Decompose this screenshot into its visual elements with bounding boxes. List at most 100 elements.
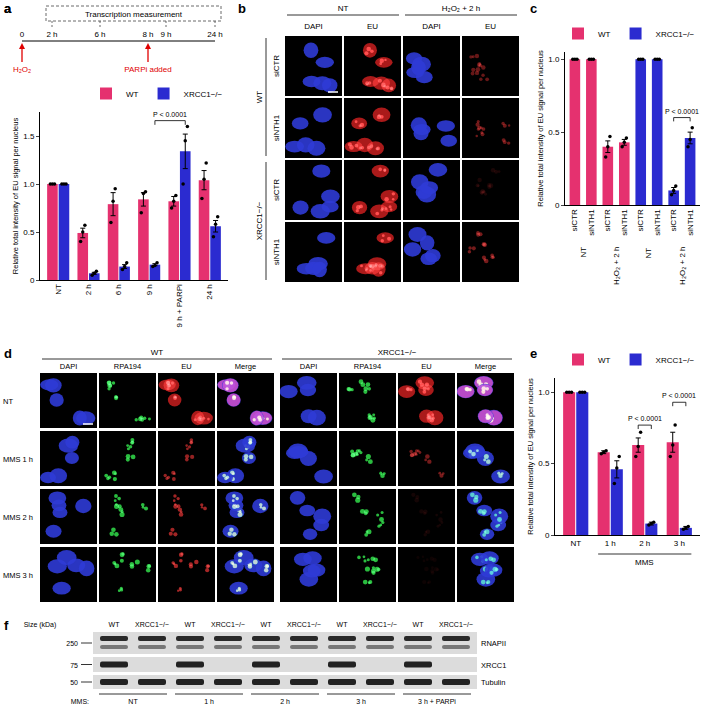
svg-text:1.5: 1.5 [23, 132, 35, 141]
svg-text:24 h: 24 h [207, 30, 223, 39]
svg-text:WT: WT [185, 621, 197, 628]
svg-text:WT: WT [261, 621, 273, 628]
svg-text:0: 0 [30, 276, 35, 285]
svg-text:Merge: Merge [475, 362, 496, 371]
svg-text:NT: NT [128, 698, 138, 705]
svg-text:a: a [4, 1, 12, 16]
svg-text:9 h + PARPi: 9 h + PARPi [175, 284, 184, 327]
svg-text:siNTH1: siNTH1 [686, 209, 695, 236]
svg-text:WT: WT [413, 621, 425, 628]
svg-text:H₂O₂: H₂O₂ [13, 65, 31, 74]
svg-text:P < 0.0001: P < 0.0001 [662, 392, 696, 399]
svg-text:H₂O₂ + 2 h: H₂O₂ + 2 h [442, 4, 480, 13]
svg-text:0.5: 0.5 [538, 459, 550, 468]
svg-text:NT: NT [338, 4, 349, 13]
svg-text:0.5: 0.5 [548, 128, 560, 137]
svg-text:b: b [238, 1, 246, 16]
svg-text:XRCC1−/−: XRCC1−/− [287, 621, 321, 628]
svg-text:XRCC1−/−: XRCC1−/− [656, 30, 695, 39]
svg-text:2 h: 2 h [280, 698, 290, 705]
svg-text:3 h + PARPi: 3 h + PARPi [418, 698, 456, 705]
svg-text:XRCC1−/−: XRCC1−/− [211, 621, 245, 628]
svg-text:9 h: 9 h [145, 284, 154, 295]
svg-text:H₂O₂ + 2 h: H₂O₂ + 2 h [678, 246, 687, 284]
svg-text:XRCC1−/−: XRCC1−/− [135, 621, 169, 628]
svg-text:Relative total intensity of EU: Relative total intensity of EU signal pe… [536, 50, 545, 207]
svg-text:1 h: 1 h [204, 698, 214, 705]
svg-text:RNAPII: RNAPII [481, 639, 506, 648]
svg-text:1 h: 1 h [605, 539, 616, 548]
svg-text:75: 75 [70, 662, 78, 669]
svg-text:NT: NT [579, 247, 588, 258]
svg-text:24 h: 24 h [205, 284, 214, 300]
svg-text:50: 50 [70, 679, 78, 686]
svg-text:WT: WT [126, 90, 139, 99]
svg-text:WT: WT [151, 348, 164, 357]
svg-text:0: 0 [20, 30, 25, 39]
svg-text:Size (kDa): Size (kDa) [24, 621, 57, 629]
svg-text:WT: WT [109, 621, 121, 628]
svg-text:Merge: Merge [235, 362, 256, 371]
svg-text:siCTR: siCTR [272, 179, 281, 201]
svg-text:P < 0.0001: P < 0.0001 [665, 108, 699, 115]
svg-text:siNTH1: siNTH1 [653, 209, 662, 236]
svg-text:250: 250 [66, 640, 78, 647]
svg-text:2 h: 2 h [46, 30, 57, 39]
svg-text:P < 0.0001: P < 0.0001 [153, 111, 187, 118]
svg-text:0: 0 [545, 531, 550, 540]
svg-text:siNTH1: siNTH1 [272, 114, 281, 141]
svg-text:XRCC1−/−: XRCC1−/− [656, 356, 695, 365]
svg-text:MMS 1 h: MMS 1 h [3, 455, 33, 464]
svg-text:siCTR: siCTR [636, 209, 645, 231]
svg-text:3 h: 3 h [356, 698, 366, 705]
svg-text:WT: WT [598, 356, 611, 365]
svg-text:RPA194: RPA194 [354, 362, 381, 371]
svg-text:siNTH1: siNTH1 [272, 238, 281, 265]
svg-text:8 h: 8 h [142, 30, 153, 39]
svg-text:Relative total intensity of EU: Relative total intensity of EU signal pe… [11, 118, 20, 275]
svg-text:DAPI: DAPI [304, 22, 323, 31]
svg-text:siCTR: siCTR [570, 209, 579, 231]
svg-text:XRCC1: XRCC1 [481, 661, 506, 670]
svg-text:Tubulin: Tubulin [481, 678, 505, 687]
svg-text:NT: NT [644, 248, 653, 259]
svg-text:MMS 2 h: MMS 2 h [3, 513, 33, 522]
svg-text:DAPI: DAPI [422, 22, 441, 31]
svg-text:P < 0.0001: P < 0.0001 [628, 415, 662, 422]
svg-text:XRCC1−/−: XRCC1−/− [363, 621, 397, 628]
svg-text:MMS 3 h: MMS 3 h [3, 571, 33, 580]
svg-text:XRCC1−/−: XRCC1−/− [184, 90, 223, 99]
svg-text:XRCC1−/−: XRCC1−/− [439, 621, 473, 628]
svg-text:1.0: 1.0 [538, 388, 550, 397]
svg-text:siCTR: siCTR [669, 209, 678, 231]
svg-text:NT: NT [570, 539, 581, 548]
svg-text:MMS: MMS [635, 558, 654, 567]
svg-text:EU: EU [485, 22, 496, 31]
svg-text:f: f [4, 618, 9, 633]
svg-text:siNTH1: siNTH1 [587, 209, 596, 236]
svg-text:EU: EU [181, 362, 191, 371]
svg-text:WT: WT [255, 91, 264, 104]
svg-text:2 h: 2 h [639, 539, 650, 548]
svg-text:siCTR: siCTR [272, 55, 281, 77]
svg-text:XRCC1−/−: XRCC1−/− [255, 201, 264, 240]
svg-text:0: 0 [555, 201, 560, 210]
svg-text:9 h: 9 h [160, 30, 171, 39]
svg-text:siCTR: siCTR [603, 209, 612, 231]
svg-text:a: a [4, 1, 12, 16]
svg-text:0.5: 0.5 [23, 228, 35, 237]
svg-text:WT: WT [598, 30, 611, 39]
svg-text:H₂O₂ + 2 h: H₂O₂ + 2 h [612, 247, 621, 285]
svg-text:DAPI: DAPI [300, 362, 318, 371]
svg-text:e: e [530, 346, 537, 361]
svg-text:6 h: 6 h [94, 30, 105, 39]
svg-text:Relative total intensity of EU: Relative total intensity of EU signal pe… [526, 378, 535, 535]
svg-text:c: c [530, 1, 537, 16]
svg-text:RPA194: RPA194 [114, 362, 141, 371]
svg-text:EU: EU [421, 362, 431, 371]
svg-text:1.0: 1.0 [548, 55, 560, 64]
svg-text:6 h: 6 h [114, 284, 123, 295]
svg-text:DAPI: DAPI [60, 362, 78, 371]
svg-text:WT: WT [337, 621, 349, 628]
svg-text:1.0: 1.0 [23, 180, 35, 189]
